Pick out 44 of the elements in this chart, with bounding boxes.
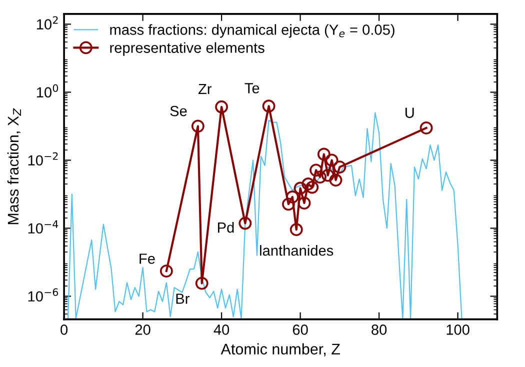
point — [215, 100, 228, 114]
point — [238, 216, 252, 230]
annotation: U — [405, 108, 414, 118]
y-tick-label: 10$^{−6}$ — [28, 288, 58, 302]
x-tick-label: 100 — [446, 324, 470, 335]
annotation: lanthanides — [260, 245, 334, 256]
annotation: Se — [170, 106, 187, 116]
y-tick-label: 10$^{−2}$ — [28, 152, 58, 166]
y-tick-label: 10$^{0}$ — [36, 84, 58, 98]
point — [302, 178, 315, 190]
point — [262, 100, 276, 113]
point — [333, 160, 346, 174]
point — [314, 170, 326, 184]
annotation: Br — [176, 294, 190, 304]
point — [317, 148, 330, 161]
legend-label: representative elements — [110, 42, 264, 56]
point — [420, 121, 433, 134]
y-axis-title: Mass fraction, X$_{Z}$ — [7, 108, 21, 224]
point — [191, 120, 204, 133]
point — [306, 180, 319, 194]
legend-label: mass fractions: dynamical ejecta (Y$_{e}$ = 0.05) — [110, 24, 394, 38]
annotation: Zr — [198, 84, 212, 94]
y-tick-label: 10$^{−4}$ — [28, 220, 58, 234]
point — [294, 182, 307, 195]
x-tick-label: 80 — [372, 324, 387, 335]
annotation: Te — [244, 83, 260, 94]
y-tick-label: 10$^{2}$ — [36, 16, 58, 30]
point — [298, 196, 311, 210]
point — [195, 276, 208, 290]
point — [321, 168, 334, 182]
point — [290, 223, 303, 236]
point — [310, 164, 323, 177]
x-tick-label: 0 — [60, 324, 68, 335]
x-axis-title: Atomic number, Z — [220, 343, 340, 356]
point — [282, 198, 295, 211]
point — [329, 174, 342, 187]
point — [325, 154, 338, 167]
point — [286, 190, 299, 204]
x-tick-label: 60 — [292, 324, 308, 335]
annotation: Fe — [140, 254, 155, 264]
point — [160, 264, 173, 278]
x-tick-label: 20 — [135, 324, 150, 335]
annotation: Pd — [218, 222, 234, 233]
x-tick-label: 40 — [214, 324, 230, 335]
